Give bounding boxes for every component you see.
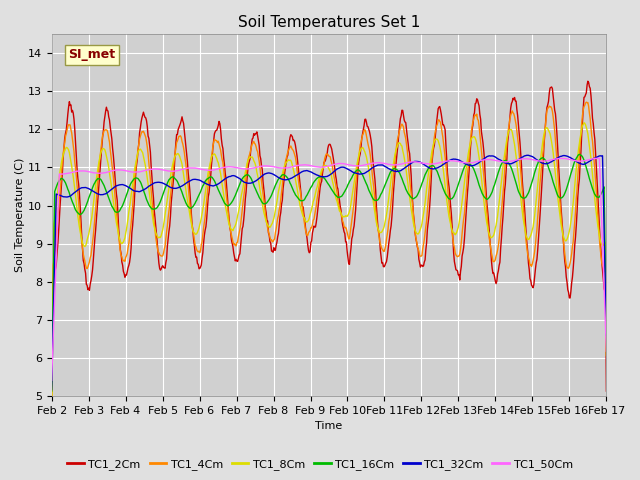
TC1_32Cm bbox=[200, 180, 208, 186]
TC1_4Cm bbox=[48, 426, 56, 432]
TC1_4Cm bbox=[413, 238, 420, 244]
Text: SI_met: SI_met bbox=[68, 48, 115, 61]
X-axis label: Time: Time bbox=[316, 421, 342, 432]
TC1_8Cm bbox=[115, 233, 123, 239]
TC1_32Cm bbox=[115, 182, 123, 188]
TC1_16Cm bbox=[48, 388, 56, 394]
TC1_8Cm bbox=[200, 196, 208, 202]
TC1_2Cm bbox=[58, 180, 65, 186]
TC1_50Cm bbox=[602, 348, 610, 354]
TC1_16Cm bbox=[397, 172, 404, 178]
Line: TC1_8Cm: TC1_8Cm bbox=[52, 123, 606, 410]
TC1_8Cm bbox=[58, 159, 65, 165]
Line: TC1_32Cm: TC1_32Cm bbox=[52, 155, 606, 390]
TC1_32Cm bbox=[48, 387, 56, 393]
TC1_16Cm bbox=[413, 193, 420, 199]
TC1_8Cm bbox=[580, 120, 588, 126]
TC1_50Cm bbox=[48, 377, 56, 383]
TC1_4Cm bbox=[115, 235, 123, 240]
TC1_2Cm bbox=[584, 78, 592, 84]
TC1_50Cm bbox=[58, 171, 65, 177]
TC1_50Cm bbox=[115, 167, 123, 173]
TC1_16Cm bbox=[200, 180, 208, 186]
TC1_4Cm bbox=[582, 99, 590, 105]
TC1_32Cm bbox=[58, 193, 65, 199]
TC1_2Cm bbox=[200, 232, 208, 238]
TC1_32Cm bbox=[524, 152, 531, 158]
TC1_16Cm bbox=[575, 152, 583, 157]
TC1_50Cm bbox=[413, 159, 420, 165]
Line: TC1_16Cm: TC1_16Cm bbox=[52, 155, 606, 391]
TC1_8Cm bbox=[602, 353, 610, 359]
TC1_4Cm bbox=[200, 219, 208, 225]
TC1_4Cm bbox=[172, 151, 179, 156]
TC1_50Cm bbox=[172, 168, 179, 174]
Line: TC1_2Cm: TC1_2Cm bbox=[52, 81, 606, 391]
TC1_2Cm bbox=[172, 151, 179, 156]
TC1_4Cm bbox=[397, 125, 404, 131]
TC1_2Cm bbox=[115, 228, 123, 233]
TC1_16Cm bbox=[115, 209, 123, 215]
TC1_50Cm bbox=[594, 156, 602, 161]
Line: TC1_4Cm: TC1_4Cm bbox=[52, 102, 606, 429]
TC1_16Cm bbox=[602, 332, 610, 337]
TC1_2Cm bbox=[397, 116, 404, 121]
TC1_8Cm bbox=[397, 141, 404, 146]
Legend: TC1_2Cm, TC1_4Cm, TC1_8Cm, TC1_16Cm, TC1_32Cm, TC1_50Cm: TC1_2Cm, TC1_4Cm, TC1_8Cm, TC1_16Cm, TC1… bbox=[63, 455, 577, 474]
Line: TC1_50Cm: TC1_50Cm bbox=[52, 158, 606, 380]
TC1_16Cm bbox=[172, 176, 179, 181]
TC1_32Cm bbox=[397, 168, 404, 174]
TC1_4Cm bbox=[602, 348, 610, 353]
Y-axis label: Soil Temperature (C): Soil Temperature (C) bbox=[15, 158, 25, 272]
TC1_2Cm bbox=[413, 239, 420, 245]
TC1_50Cm bbox=[397, 161, 404, 167]
TC1_32Cm bbox=[413, 158, 420, 164]
TC1_16Cm bbox=[58, 176, 65, 181]
TC1_8Cm bbox=[172, 153, 179, 159]
TC1_4Cm bbox=[58, 168, 65, 174]
TC1_32Cm bbox=[172, 185, 179, 191]
TC1_2Cm bbox=[602, 388, 610, 394]
TC1_50Cm bbox=[200, 167, 208, 173]
TC1_8Cm bbox=[413, 230, 420, 236]
TC1_8Cm bbox=[48, 407, 56, 413]
TC1_32Cm bbox=[602, 333, 610, 338]
Title: Soil Temperatures Set 1: Soil Temperatures Set 1 bbox=[238, 15, 420, 30]
TC1_2Cm bbox=[48, 384, 56, 389]
